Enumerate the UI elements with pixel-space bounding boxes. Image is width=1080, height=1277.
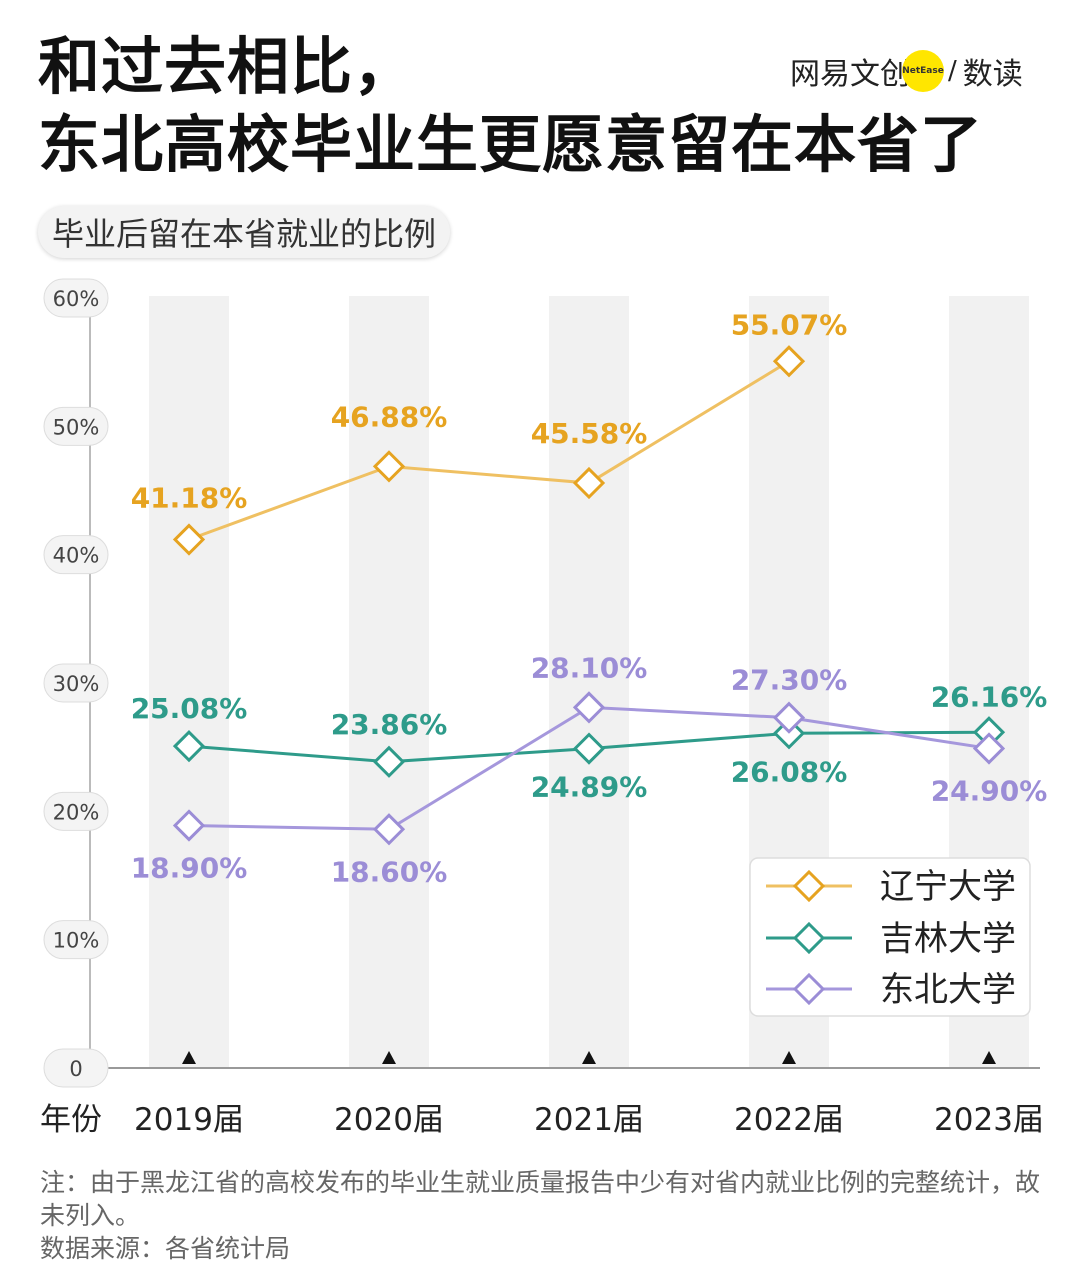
y-tick-label: 20% — [53, 800, 100, 824]
y-tick-pill — [43, 1048, 109, 1088]
x-tick-label: 2023届 — [934, 1102, 1044, 1138]
y-tick-label: 0 — [69, 1057, 82, 1081]
x-tick-marker — [582, 1051, 596, 1064]
y-tick-label: 40% — [53, 544, 100, 568]
footnotes: 注：由于黑龙江省的高校发布的毕业生就业质量报告中少有对省内就业比例的完整统计，故… — [40, 1166, 1050, 1265]
column-band — [549, 296, 629, 1068]
legend-label: 东北大学 — [880, 970, 1016, 1010]
x-tick-label: 2020届 — [334, 1102, 444, 1138]
y-tick-label: 30% — [53, 672, 100, 696]
netease-logo-icon: NetEase — [902, 50, 944, 92]
y-tick-pill — [43, 663, 109, 703]
x-axis-label: 年份 — [40, 1102, 102, 1138]
data-label: 41.18% — [131, 482, 248, 515]
y-tick-pill — [43, 791, 109, 831]
data-point-marker — [572, 691, 606, 724]
data-label: 45.58% — [531, 417, 648, 450]
data-point-marker — [772, 701, 806, 734]
data-label: 28.10% — [531, 651, 648, 684]
data-label: 46.88% — [331, 400, 448, 433]
series-line — [188, 359, 790, 541]
brand-slash: / — [948, 56, 957, 86]
chart-title: 和过去相比， 东北高校毕业生更愿意留在本省了 — [38, 28, 983, 184]
footnote-source: 数据来源：各省统计局 — [40, 1234, 291, 1263]
brand-logo: 网易文创 NetEase / 数读 — [790, 44, 1050, 98]
y-tick-pill — [43, 278, 109, 318]
data-label: 26.08% — [731, 755, 848, 788]
brand-section: 数读 — [962, 57, 1023, 92]
y-tick-label: 10% — [53, 929, 100, 953]
column-band — [149, 296, 229, 1068]
y-tick-pill — [43, 406, 109, 446]
data-label: 27.30% — [731, 664, 848, 697]
legend-label: 吉林大学 — [880, 919, 1016, 959]
legend-label: 辽宁大学 — [880, 867, 1016, 907]
data-point-marker — [372, 745, 406, 778]
y-tick-label: 50% — [53, 415, 100, 439]
data-point-marker — [972, 732, 1006, 765]
data-point-marker — [372, 813, 406, 846]
data-point-marker — [172, 730, 206, 763]
data-label: 18.90% — [131, 851, 248, 884]
data-label: 25.08% — [131, 692, 248, 725]
data-label: 18.60% — [331, 855, 448, 888]
x-tick-marker — [182, 1051, 196, 1064]
data-point-marker — [372, 450, 406, 483]
brand-name: 网易文创 — [790, 57, 910, 92]
title-line-1: 和过去相比， — [38, 30, 417, 103]
netease-logo-text: NetEase — [902, 66, 944, 76]
data-label: 24.89% — [531, 771, 648, 804]
data-label: 23.86% — [331, 708, 448, 741]
chart-subtitle: 毕业后留在本省就业的比例 — [38, 206, 451, 258]
data-point-marker — [572, 466, 606, 500]
x-tick-marker — [382, 1051, 396, 1064]
data-point-marker — [172, 523, 206, 556]
column-band — [349, 296, 429, 1068]
x-tick-label: 2021届 — [534, 1102, 644, 1138]
footnote-note: 注：由于黑龙江省的高校发布的毕业生就业质量报告中少有对省内就业比例的完整统计，故… — [40, 1168, 1041, 1230]
data-label: 55.07% — [731, 308, 848, 341]
line-chart: 0 10% 20% 30% 40% 50% 60% 2019届 2020届 2021届 2022届 2… — [40, 278, 1048, 1138]
x-tick-marker — [982, 1051, 996, 1064]
title-line-2: 东北高校毕业生更愿意留在本省了 — [38, 108, 984, 181]
legend-marker — [792, 869, 826, 903]
data-label: 26.16% — [931, 680, 1048, 713]
data-point-marker — [572, 732, 606, 765]
legend-box — [749, 857, 1031, 1017]
x-tick-label: 2022届 — [734, 1102, 844, 1138]
data-point-marker — [772, 345, 806, 378]
x-tick-marker — [782, 1051, 796, 1064]
legend-marker — [792, 972, 826, 1006]
y-tick-pill — [43, 920, 109, 960]
data-label: 24.90% — [931, 774, 1048, 807]
y-tick-label: 60% — [53, 287, 100, 311]
x-tick-label: 2019届 — [134, 1102, 244, 1138]
y-tick-pill — [43, 535, 109, 575]
data-point-marker — [172, 809, 206, 842]
legend-marker — [792, 921, 826, 955]
